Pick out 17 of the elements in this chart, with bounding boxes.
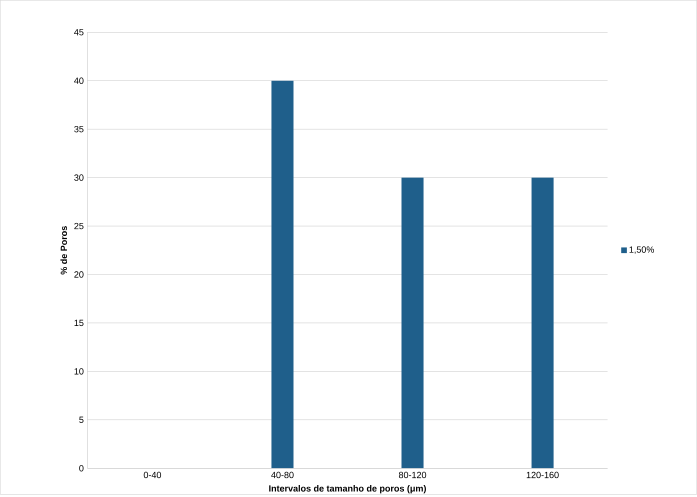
y-axis-title: % de Poros: [60, 226, 68, 275]
y-tick-label: 30: [74, 174, 84, 181]
y-tick-label: 0: [79, 465, 84, 472]
y-tick-label: 40: [74, 78, 84, 84]
y-tick-label: 45: [74, 29, 84, 36]
y-tick-label: 20: [74, 271, 84, 278]
y-tick-label: 15: [74, 320, 84, 326]
y-tick-label: 35: [74, 126, 84, 132]
y-tick-label: 25: [74, 223, 84, 230]
x-tick-label: 120-160: [526, 472, 559, 478]
y-tick-label: 5: [79, 416, 84, 424]
x-tick-label: 0-40: [144, 472, 162, 478]
x-axis-title: Intervalos de tamanho de poros (μm): [269, 485, 426, 494]
y-tick-label: 10: [74, 368, 84, 375]
legend-label: 1,50%: [630, 246, 654, 254]
x-tick-label: 40-80: [271, 472, 294, 478]
x-tick-label: 80-120: [398, 472, 426, 478]
